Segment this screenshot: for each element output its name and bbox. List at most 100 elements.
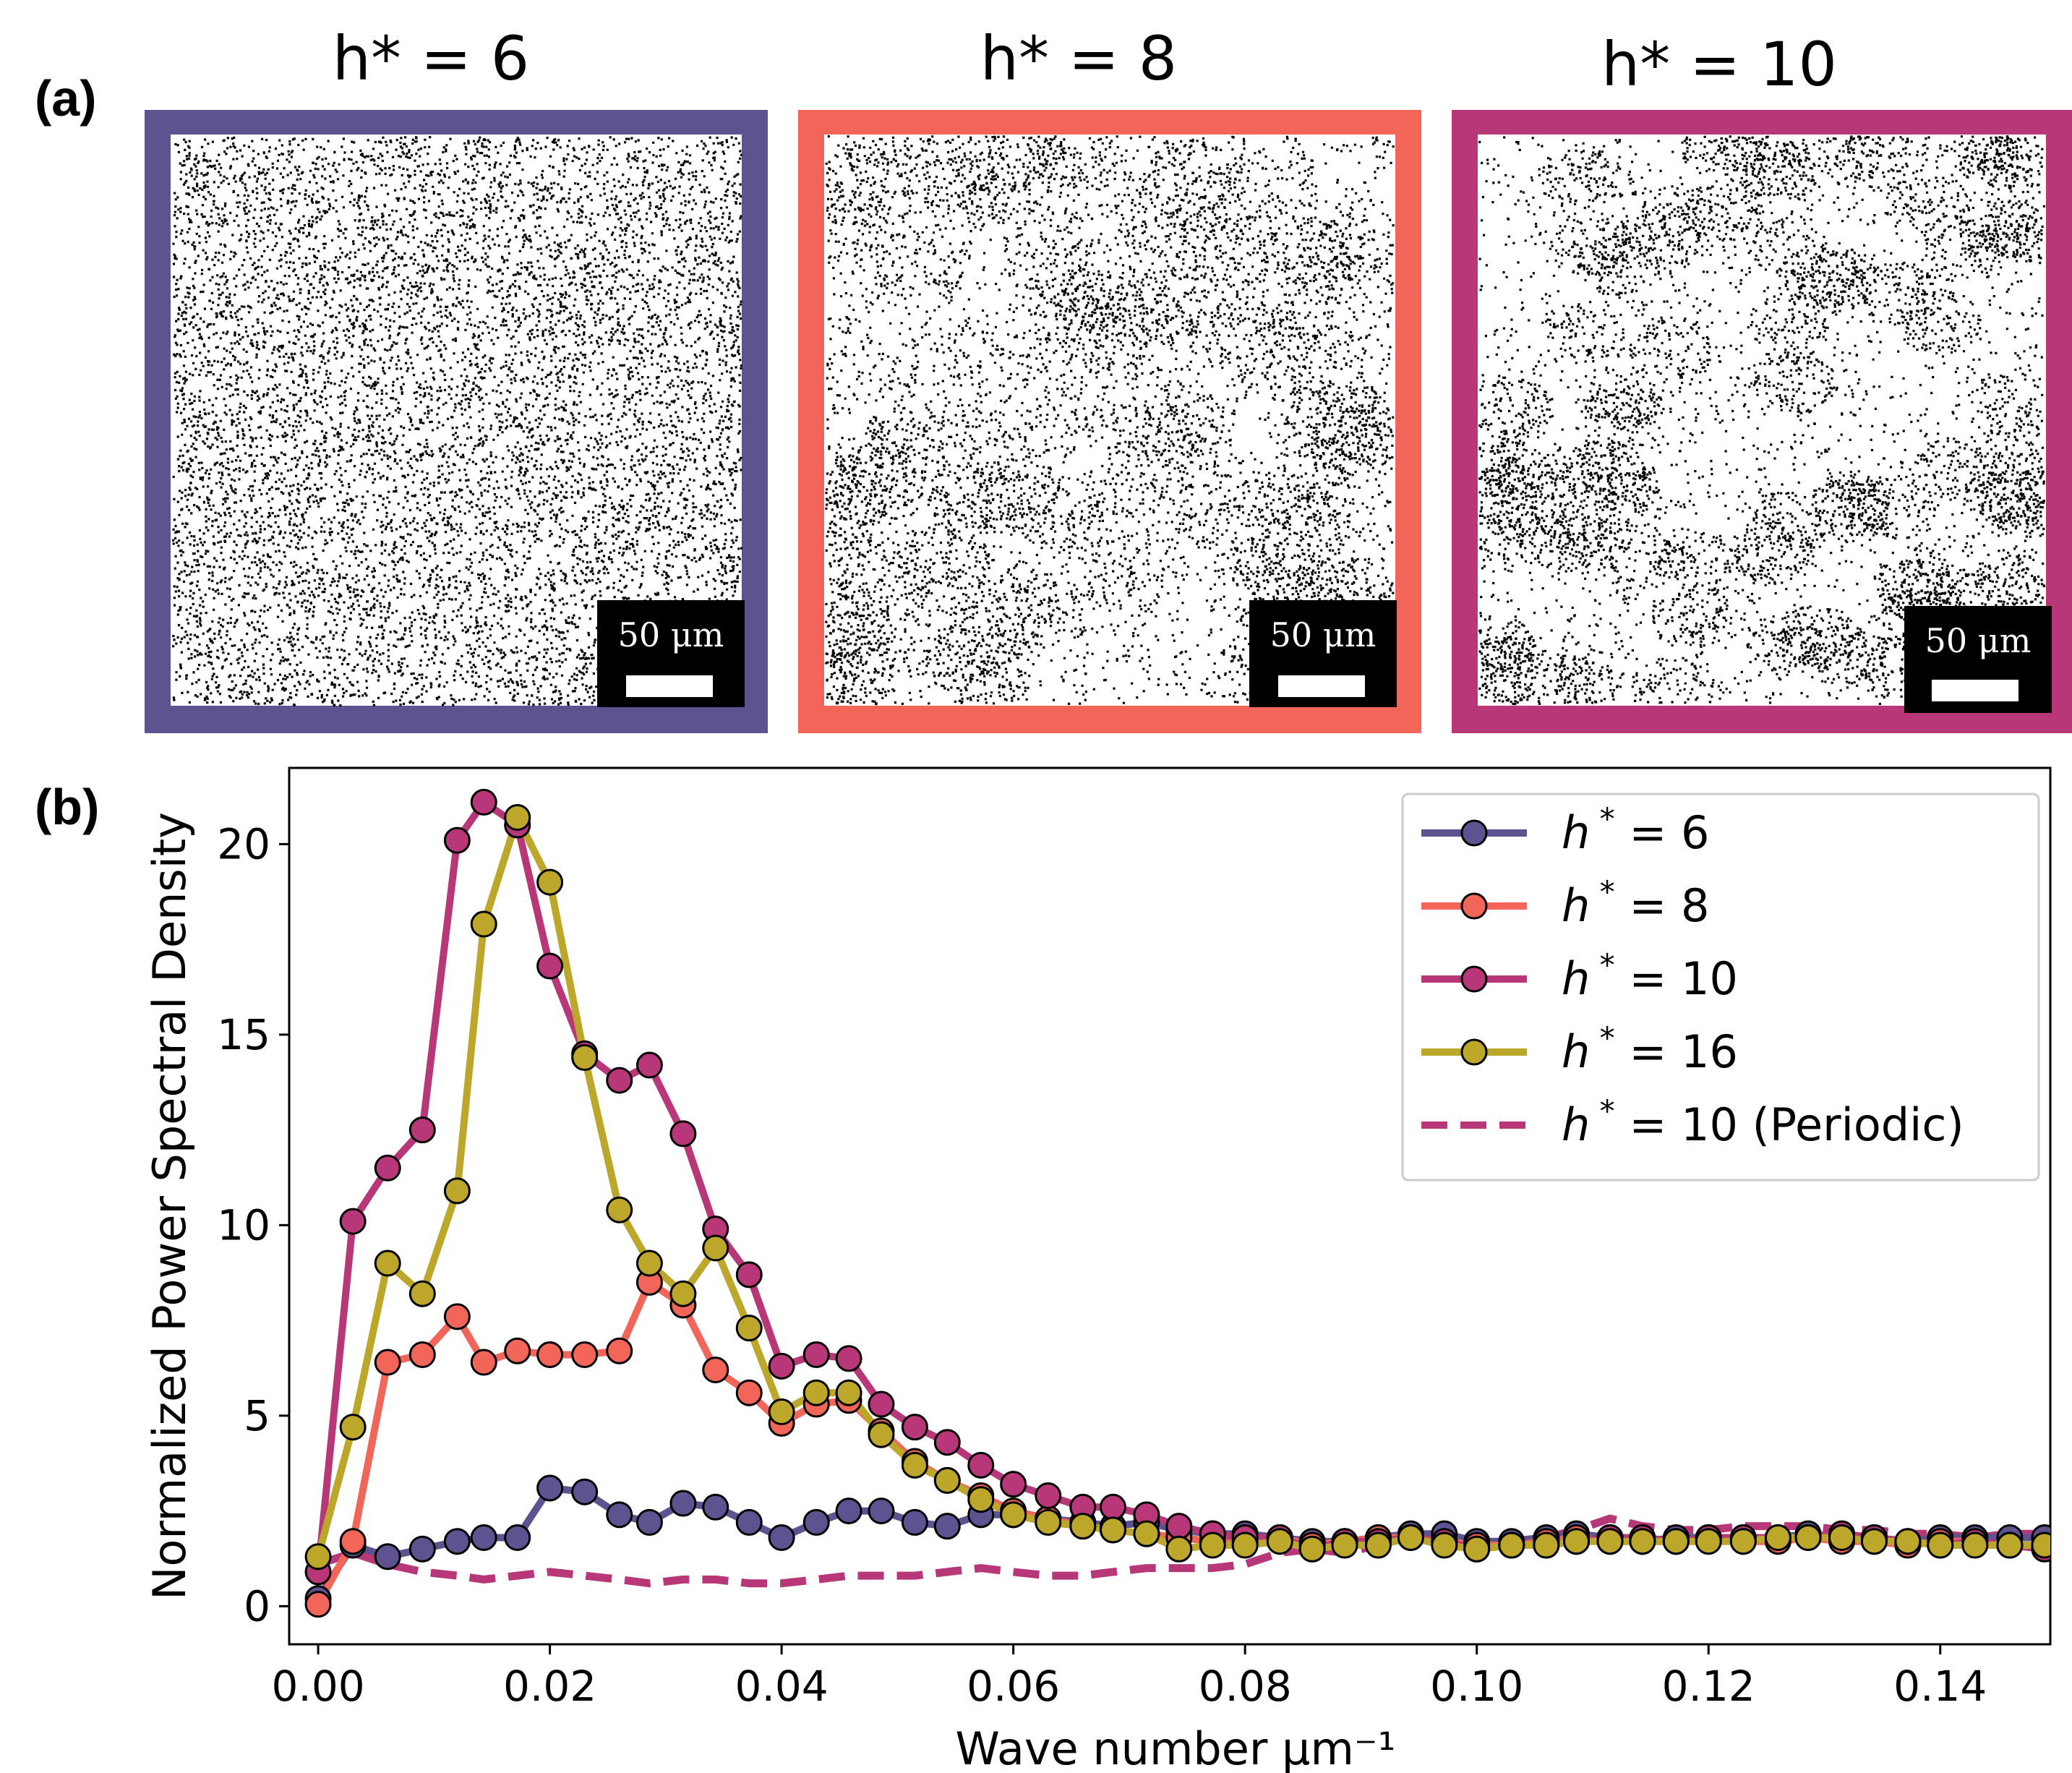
- x-axis-ticks: 0.00 0.02 0.04 0.06 0.08 0.10 0.12 0.14: [271, 1644, 1987, 1711]
- data-point: [1099, 1493, 1126, 1521]
- data-point: [374, 1249, 401, 1277]
- y-tick-label: 20: [217, 819, 270, 868]
- data-point: [735, 1508, 763, 1536]
- data-point: [901, 1508, 928, 1536]
- data-point: [408, 1535, 436, 1563]
- micrograph-h10: h* = 10 50 μm: [1452, 29, 2072, 733]
- data-point: [768, 1352, 795, 1380]
- legend-label-symbol: h: [1562, 1098, 1590, 1151]
- data-point: [1000, 1471, 1027, 1498]
- data-point: [735, 1261, 763, 1289]
- micrograph-title: h* = 10: [1601, 29, 1837, 100]
- legend-label: h * = 16: [1562, 1020, 1738, 1078]
- data-point: [835, 1379, 862, 1406]
- legend-item: h * = 8: [1421, 874, 1709, 932]
- particle-field: [172, 136, 743, 707]
- data-point: [339, 1208, 367, 1235]
- scale-bar-label: 50 μm: [618, 615, 724, 654]
- legend-swatch-marker: [1460, 1038, 1488, 1066]
- y-tick-label: 5: [244, 1391, 270, 1440]
- data-point: [1996, 1531, 2024, 1559]
- data-point: [1794, 1524, 1822, 1551]
- data-point: [1266, 1528, 1293, 1555]
- x-tick-label: 0.06: [967, 1662, 1060, 1711]
- x-tick-label: 0.10: [1430, 1662, 1523, 1711]
- data-point: [374, 1349, 401, 1376]
- data-point: [1364, 1531, 1392, 1559]
- legend-item: h * = 16: [1421, 1020, 1738, 1078]
- markers: [304, 804, 2050, 1571]
- legend-swatch-marker: [1460, 819, 1488, 847]
- legend-label-rest: = 16: [1615, 1025, 1738, 1078]
- data-point: [802, 1508, 830, 1536]
- legend-label: h * = 10: [1562, 947, 1738, 1005]
- data-point: [901, 1451, 928, 1479]
- data-point: [635, 1249, 663, 1277]
- data-point: [1563, 1528, 1591, 1555]
- x-tick-label: 0.12: [1662, 1662, 1755, 1711]
- legend-label: h * = 6: [1562, 801, 1709, 859]
- data-point: [470, 788, 497, 816]
- data-point: [1695, 1528, 1722, 1555]
- data-point: [443, 1528, 471, 1555]
- data-point: [901, 1414, 928, 1441]
- legend-label: h * = 10 (Periodic): [1562, 1093, 1964, 1151]
- data-point: [339, 1528, 367, 1555]
- legend-label-sup: *: [1590, 1020, 1614, 1056]
- data-point: [571, 1478, 599, 1505]
- legend-swatch-marker: [1460, 892, 1488, 920]
- legend-frame: [1401, 792, 2040, 1182]
- data-point: [669, 1120, 697, 1148]
- data-point: [1099, 1516, 1126, 1544]
- legend-item: h * = 10 (Periodic): [1421, 1093, 1964, 1151]
- data-point: [606, 1196, 633, 1223]
- legend-label-rest: = 6: [1615, 806, 1710, 859]
- x-tick-label: 0.00: [271, 1662, 364, 1711]
- data-point: [1927, 1531, 1954, 1559]
- micrograph-title: h* = 8: [980, 23, 1177, 94]
- data-point: [504, 1337, 531, 1364]
- data-point: [2031, 1531, 2050, 1559]
- data-point: [408, 1116, 436, 1144]
- legend-label-symbol: h: [1562, 952, 1590, 1005]
- y-tick-label: 15: [217, 1010, 270, 1059]
- data-point: [606, 1337, 633, 1364]
- legend-label-symbol: h: [1562, 806, 1590, 859]
- y-tick-label: 0: [244, 1581, 270, 1631]
- data-point: [802, 1341, 830, 1369]
- micrograph-h6: h* = 6 50 μm: [145, 23, 768, 733]
- data-point: [702, 1234, 729, 1262]
- data-point: [1629, 1528, 1656, 1555]
- y-axis-label: Normalized Power Spectral Density: [143, 812, 196, 1600]
- data-point: [1828, 1524, 1856, 1551]
- data-point: [868, 1421, 895, 1448]
- micrograph-h8: h* = 8 50 μm: [798, 23, 1421, 733]
- data-point: [1533, 1531, 1560, 1559]
- data-point: [1231, 1531, 1259, 1559]
- data-point: [470, 1524, 497, 1551]
- data-point: [1298, 1535, 1326, 1563]
- legend-label-rest: = 10 (Periodic): [1615, 1098, 1964, 1151]
- data-point: [735, 1315, 763, 1342]
- scale-bar: [1932, 680, 2019, 701]
- data-point: [1431, 1531, 1458, 1559]
- scale-bar-label: 50 μm: [1270, 615, 1377, 654]
- scale-bar: [626, 675, 713, 697]
- data-point: [374, 1543, 401, 1571]
- data-point: [702, 1357, 729, 1384]
- data-point: [802, 1379, 830, 1406]
- data-point: [868, 1498, 895, 1525]
- data-point: [1729, 1528, 1757, 1555]
- legend-label: h * = 8: [1562, 874, 1709, 932]
- data-point: [470, 910, 497, 938]
- data-point: [536, 1341, 564, 1369]
- data-point: [835, 1345, 862, 1372]
- panel-b-label: (b): [35, 779, 99, 835]
- series-h-10-periodic-: [317, 1514, 2045, 1588]
- data-point: [735, 1379, 763, 1406]
- data-point: [933, 1466, 961, 1494]
- legend-label-symbol: h: [1562, 1025, 1590, 1078]
- data-point: [1199, 1531, 1226, 1559]
- legend-item: h * = 10: [1421, 947, 1738, 1005]
- data-point: [635, 1508, 663, 1536]
